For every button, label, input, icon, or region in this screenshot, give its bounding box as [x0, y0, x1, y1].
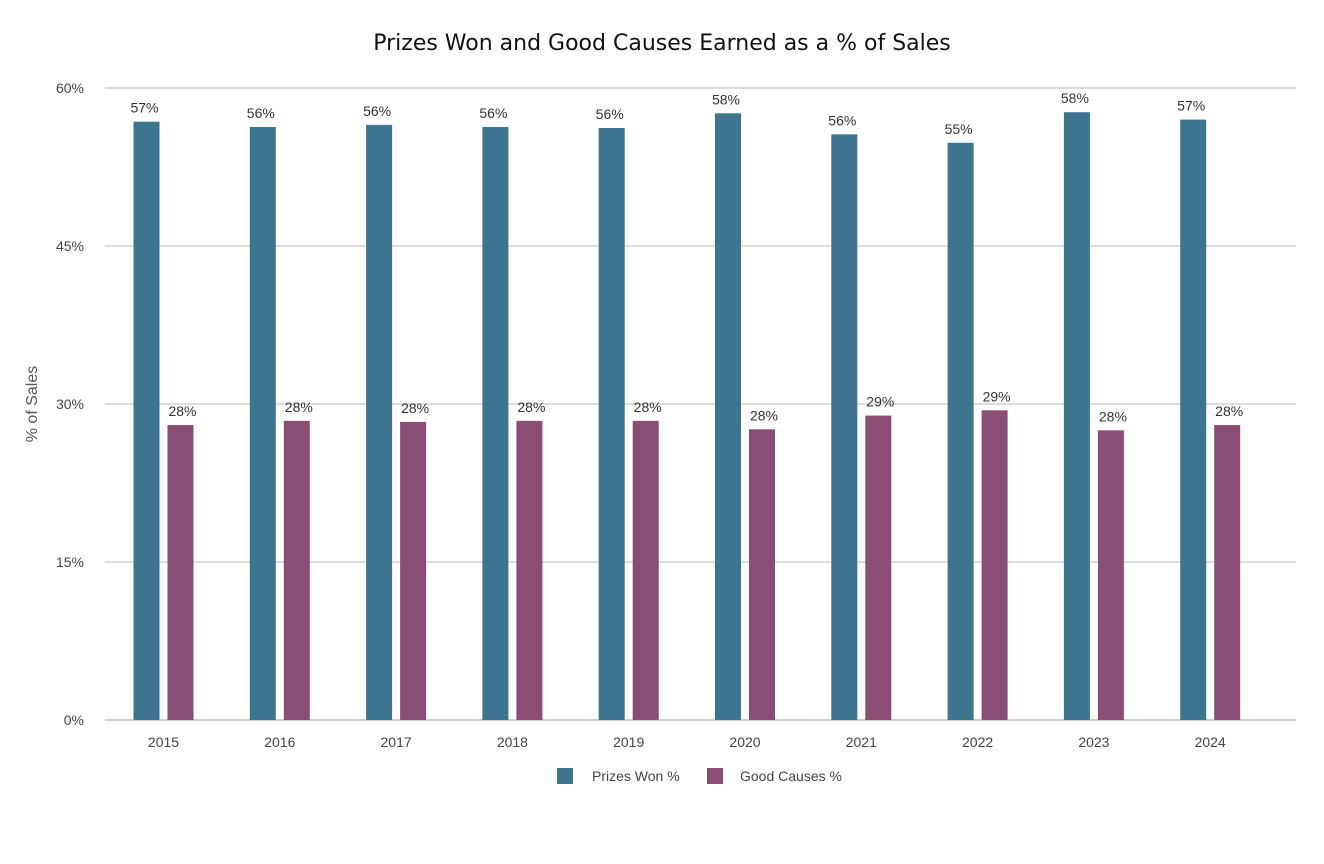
chart-title: Prizes Won and Good Causes Earned as a %… [373, 31, 951, 56]
y-tick-label: 60% [56, 80, 84, 96]
bar-good-causes [749, 429, 775, 720]
y-axis-label: % of Sales [24, 366, 41, 442]
bar-good-causes [1097, 430, 1124, 720]
data-label: 29% [866, 394, 894, 410]
bar-prizes-won [249, 126, 276, 721]
data-label: 56% [828, 112, 856, 128]
data-label: 28% [750, 407, 778, 423]
bar-good-causes [981, 410, 1008, 720]
y-tick-label: 30% [56, 396, 84, 412]
bar-good-causes [632, 420, 659, 720]
x-tick-label: 2022 [962, 734, 993, 750]
bar-prizes-won [831, 134, 858, 720]
data-label: 57% [130, 100, 158, 116]
data-label: 56% [247, 105, 275, 121]
data-label: 28% [517, 399, 545, 415]
bar-prizes-won [598, 128, 625, 720]
x-tick-label: 2023 [1078, 734, 1109, 750]
bar-good-causes [516, 420, 543, 720]
bar-prizes-won [715, 113, 741, 720]
y-tick-label: 0% [64, 712, 84, 728]
data-label: 29% [983, 388, 1011, 404]
data-label: 28% [401, 400, 429, 416]
bar-good-causes [1214, 425, 1241, 720]
data-label: 56% [363, 103, 391, 119]
data-label: 28% [634, 399, 662, 415]
data-label: 28% [1215, 403, 1243, 419]
bar-prizes-won [133, 121, 160, 720]
bar-prizes-won [482, 126, 509, 721]
bar-prizes-won [1063, 112, 1090, 720]
bar-prizes-won [1180, 119, 1207, 721]
legend-label: Prizes Won % [592, 768, 680, 784]
data-label: 56% [479, 105, 507, 121]
data-label: 58% [712, 91, 740, 107]
x-tick-label: 2019 [613, 734, 644, 750]
data-label: 57% [1177, 98, 1205, 114]
data-label: 28% [168, 403, 196, 419]
data-label: 56% [596, 106, 624, 122]
legend-swatch [557, 768, 573, 784]
data-label: 55% [945, 121, 973, 137]
bar-good-causes [865, 415, 892, 720]
bar-prizes-won [366, 124, 393, 720]
bar-good-causes [167, 425, 194, 720]
legend-swatch [707, 768, 723, 784]
x-tick-label: 2018 [497, 734, 528, 750]
x-tick-label: 2015 [148, 734, 179, 750]
data-label: 28% [1099, 408, 1127, 424]
x-tick-label: 2024 [1195, 734, 1226, 750]
data-label: 28% [285, 399, 313, 415]
data-label: 58% [1061, 90, 1089, 106]
bar-good-causes [283, 420, 310, 720]
x-tick-label: 2016 [264, 734, 295, 750]
y-tick-label: 45% [56, 238, 84, 254]
legend-label: Good Causes % [740, 768, 842, 784]
x-tick-label: 2020 [729, 734, 760, 750]
x-tick-label: 2017 [381, 734, 412, 750]
x-tick-label: 2021 [846, 734, 877, 750]
bar-good-causes [400, 421, 427, 720]
bar-prizes-won [947, 142, 974, 721]
y-tick-label: 15% [56, 554, 84, 570]
